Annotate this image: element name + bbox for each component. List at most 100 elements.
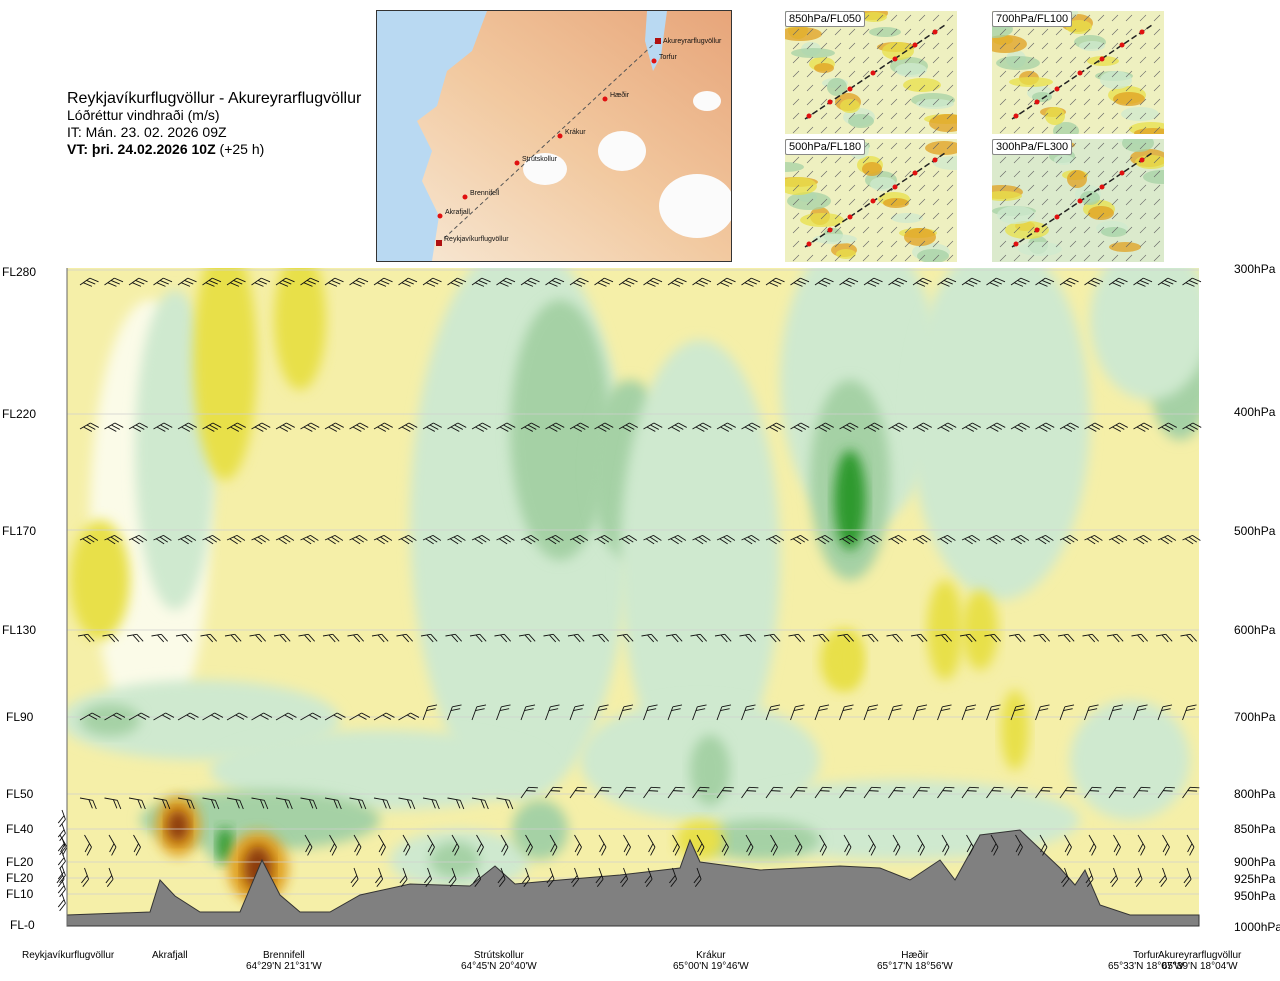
wind-barb bbox=[990, 834, 999, 856]
wind-barb bbox=[226, 797, 244, 810]
route-point-airport bbox=[655, 38, 661, 44]
wind-barb bbox=[353, 834, 362, 856]
wind-barb bbox=[202, 797, 220, 810]
wind-barb bbox=[814, 534, 834, 545]
wind-barb bbox=[1155, 633, 1173, 643]
wind-barb bbox=[273, 633, 291, 643]
wind-barb bbox=[275, 797, 293, 810]
wind-barb bbox=[888, 786, 906, 799]
wind-barb bbox=[153, 797, 171, 810]
mini-map-850[interactable]: 850hPa/FL050 bbox=[785, 11, 957, 134]
wind-barb bbox=[422, 277, 442, 287]
wind-barb bbox=[1010, 704, 1026, 721]
wind-barb bbox=[175, 633, 193, 643]
wind-barb bbox=[647, 834, 656, 856]
wind-barb bbox=[594, 534, 613, 545]
wind-barb bbox=[594, 422, 614, 432]
wind-barb bbox=[546, 867, 555, 887]
wind-barb bbox=[81, 867, 90, 887]
wind-barb bbox=[84, 834, 92, 856]
mini-map-field bbox=[992, 139, 1164, 262]
wind-barb bbox=[1059, 277, 1079, 287]
wind-barb bbox=[863, 534, 883, 545]
wind-barb bbox=[1182, 277, 1202, 287]
fl-label: FL130 bbox=[2, 623, 37, 637]
route-point bbox=[651, 58, 657, 64]
fl-label: FL50 bbox=[6, 787, 34, 801]
wind-barb bbox=[1108, 534, 1128, 545]
wind-barb bbox=[1133, 422, 1153, 432]
wind-barb bbox=[567, 633, 585, 643]
wind-barb bbox=[79, 712, 101, 721]
wind-barb bbox=[961, 534, 981, 545]
wind-barb bbox=[1133, 786, 1151, 799]
wind-barb bbox=[226, 277, 246, 287]
waypoint-label: Akureyrarflugvöllur 65°39'N 18°04'W bbox=[1158, 950, 1242, 972]
wind-barb bbox=[1157, 704, 1173, 721]
wind-barb bbox=[496, 797, 514, 810]
velocity-field bbox=[67, 268, 1199, 926]
hpa-label: 400hPa bbox=[1234, 405, 1276, 419]
velocity-contour bbox=[70, 520, 130, 640]
mini-map-700[interactable]: 700hPa/FL100 bbox=[992, 11, 1164, 134]
route-point bbox=[514, 160, 520, 166]
hpa-label: 700hPa bbox=[1234, 710, 1276, 724]
fl-label: FL90 bbox=[6, 710, 34, 724]
wind-barb bbox=[1010, 422, 1030, 432]
hpa-label: 600hPa bbox=[1234, 623, 1276, 637]
wind-barb bbox=[57, 893, 66, 912]
wind-barb bbox=[643, 786, 661, 799]
wind-barb bbox=[937, 534, 956, 545]
wind-barbs bbox=[56, 277, 1202, 912]
wind-barb bbox=[520, 534, 540, 545]
wind-barb bbox=[300, 712, 322, 721]
fl-label: FL-0 bbox=[10, 918, 35, 932]
wind-barb bbox=[202, 712, 224, 721]
wind-barb bbox=[812, 633, 830, 643]
velocity-contour bbox=[620, 340, 780, 780]
wind-barb bbox=[471, 704, 487, 721]
wind-barb bbox=[595, 867, 604, 887]
wind-barb bbox=[202, 534, 221, 545]
wind-barb bbox=[672, 834, 680, 856]
route-point-label: Hæðir bbox=[610, 91, 630, 99]
wind-barb bbox=[177, 797, 195, 810]
wind-barb bbox=[424, 867, 433, 887]
wind-barb bbox=[226, 712, 248, 721]
velocity-contour bbox=[430, 842, 480, 878]
wind-barb bbox=[794, 834, 803, 856]
wind-barb bbox=[202, 277, 222, 287]
wind-barb bbox=[665, 633, 683, 643]
wind-barb bbox=[427, 834, 435, 856]
wind-barb bbox=[126, 633, 144, 643]
wind-barb bbox=[396, 633, 413, 643]
wind-barb bbox=[128, 534, 148, 545]
wind-barb bbox=[935, 633, 952, 643]
route-point bbox=[437, 213, 443, 219]
wind-barb bbox=[741, 704, 756, 721]
wind-barb bbox=[1035, 534, 1054, 545]
wind-barb bbox=[1162, 834, 1170, 856]
velocity-contour bbox=[193, 268, 257, 480]
hpa-label: 900hPa bbox=[1234, 855, 1276, 869]
wind-barb bbox=[763, 633, 781, 643]
wind-barb bbox=[692, 786, 710, 799]
wind-barb bbox=[892, 834, 901, 856]
wind-barb bbox=[128, 712, 150, 721]
wind-barb bbox=[57, 809, 66, 828]
wind-barb bbox=[986, 277, 1006, 287]
wind-barb bbox=[910, 633, 928, 643]
wind-barb bbox=[1157, 786, 1175, 799]
wind-barb bbox=[571, 867, 580, 887]
wind-barb bbox=[57, 879, 66, 898]
route-map: Akureyrarflugvöllur Torfur Hæðir Krákur Strú… bbox=[376, 10, 735, 262]
wind-barb bbox=[961, 786, 979, 799]
wind-barb bbox=[692, 422, 712, 432]
wind-barb bbox=[1108, 786, 1126, 799]
wind-barb bbox=[153, 534, 172, 545]
wind-barb bbox=[226, 534, 246, 545]
mini-map-300[interactable]: 300hPa/FL300 bbox=[992, 139, 1164, 262]
mini-map-500[interactable]: 500hPa/FL180 bbox=[785, 139, 957, 262]
wind-barb bbox=[863, 277, 883, 287]
